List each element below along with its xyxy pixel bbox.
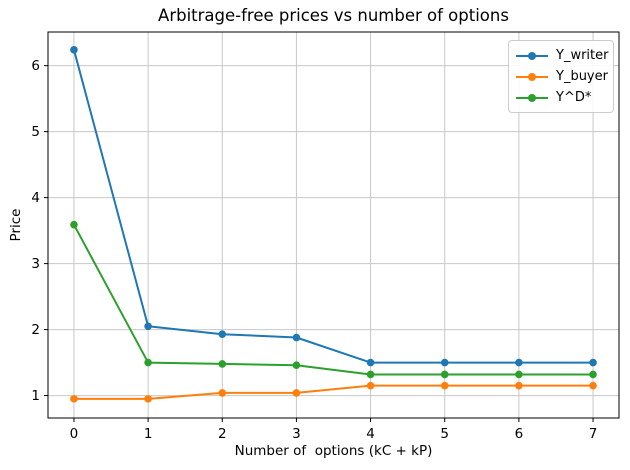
y-tick-label: 5: [31, 124, 40, 140]
x-tick-label: 2: [218, 426, 227, 442]
x-tick-label: 3: [292, 426, 301, 442]
legend-label: Y_buyer: [556, 69, 608, 84]
y-tick-label: 1: [31, 388, 40, 404]
chart-title: Arbitrage-free prices vs number of optio…: [158, 6, 509, 25]
x-axis-label: Number of options (kC + kP): [234, 443, 433, 459]
data-point-Y_writer: [292, 333, 301, 342]
data-point-Y^D*: [144, 358, 152, 367]
x-tick-label: 6: [515, 426, 524, 442]
data-point-Y_writer: [70, 46, 78, 54]
series-line-Y_buyer: [73, 384, 594, 400]
x-tick-label: 5: [440, 426, 449, 442]
legend-item: Y_buyer: [516, 68, 608, 85]
y-tick-label: 4: [31, 190, 40, 206]
x-tick-label: 1: [144, 426, 153, 442]
data-point-Y_buyer: [218, 389, 227, 397]
legend-line-marker-icon: [516, 93, 548, 102]
data-point-Y_buyer: [144, 395, 152, 403]
x-tick-label: 4: [366, 426, 375, 442]
series-line-Y^D*: [73, 224, 594, 376]
data-point-Y^D*: [440, 370, 449, 379]
data-point-Y^D*: [589, 370, 597, 379]
data-point-Y_buyer: [70, 395, 78, 403]
legend-item: Y^D*: [516, 89, 605, 106]
data-point-Y^D*: [366, 370, 375, 379]
data-point-Y_buyer: [366, 381, 375, 390]
data-point-Y_writer: [589, 358, 597, 367]
data-point-Y^D*: [218, 360, 227, 368]
x-tick-label: 0: [70, 426, 79, 442]
data-point-Y_buyer: [515, 381, 523, 390]
y-axis-label: Price: [8, 208, 24, 242]
data-point-Y^D*: [292, 361, 301, 370]
data-point-Y_writer: [440, 358, 449, 367]
data-point-Y_writer: [218, 330, 227, 339]
x-tick-label: 7: [589, 426, 598, 442]
data-point-Y_writer: [515, 358, 523, 367]
legend-label: Y^D*: [556, 90, 592, 105]
data-point-Y^D*: [515, 370, 523, 379]
legend-label: Y_writer: [556, 48, 609, 63]
data-point-Y^D*: [70, 220, 78, 229]
legend-line-marker-icon: [516, 51, 548, 60]
legend: Y_writer Y_buyer Y^D*: [508, 40, 614, 113]
axes-frame: [47, 31, 620, 419]
y-tick-label: 6: [31, 58, 40, 74]
y-tick-label: 2: [31, 322, 40, 338]
data-point-Y_buyer: [440, 381, 449, 390]
legend-line-marker-icon: [516, 72, 548, 81]
data-point-Y_writer: [144, 322, 152, 331]
y-tick-label: 3: [31, 256, 40, 272]
legend-item: Y_writer: [516, 47, 609, 64]
data-point-Y_writer: [366, 358, 375, 367]
series-line-Y_writer: [72, 49, 594, 364]
data-point-Y_buyer: [589, 381, 597, 390]
data-point-Y_buyer: [292, 389, 301, 397]
